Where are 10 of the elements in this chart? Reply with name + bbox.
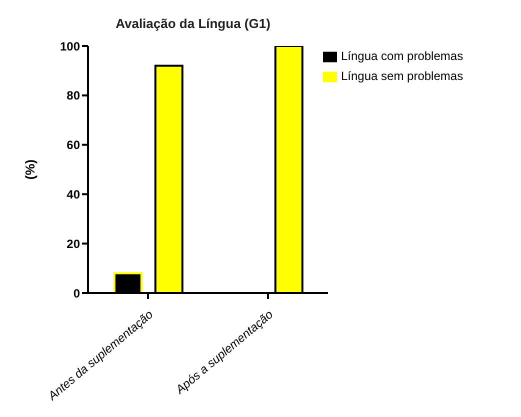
y-tick-label: 80 xyxy=(66,88,80,103)
y-axis-title: (%) xyxy=(22,159,38,180)
y-tick-label: 0 xyxy=(73,286,80,300)
chart-title: Avaliação da Língua (G1) xyxy=(114,16,272,31)
y-tick-label: 40 xyxy=(66,187,80,202)
y-tick-label: 100 xyxy=(60,39,80,54)
legend-label: Língua sem problemas xyxy=(341,69,464,83)
y-tick-label: 20 xyxy=(66,236,80,251)
legend-label: Língua com problemas xyxy=(341,49,464,63)
y-tick-label: 60 xyxy=(66,138,80,152)
